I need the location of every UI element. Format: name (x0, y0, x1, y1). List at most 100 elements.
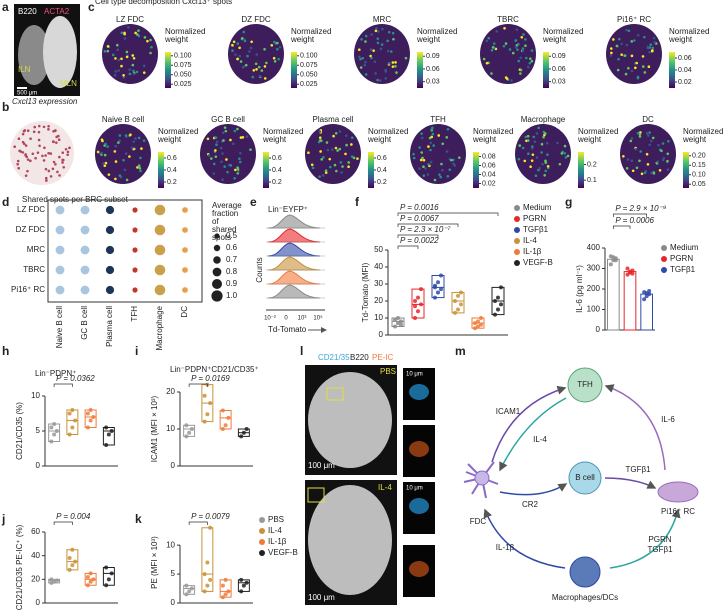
tissue-spot (252, 69, 256, 72)
tissue-spot (620, 42, 623, 46)
panel-letter: g (565, 195, 572, 209)
colorbar-tick-label: 0.2 (167, 179, 177, 186)
y-tick-label: 10 (374, 313, 383, 322)
tissue-spot (534, 174, 538, 178)
tissue-spot (441, 168, 444, 172)
dot (132, 247, 138, 253)
tissue-spot (37, 138, 41, 142)
tissue-spot (236, 168, 240, 171)
tissue-spot (31, 152, 35, 156)
colorbar-label: Normalized weight (682, 127, 723, 144)
tissue-spot (215, 140, 219, 143)
data-point (433, 295, 437, 300)
tissue-spot (518, 144, 522, 147)
tissue-spot (540, 142, 544, 146)
data-point (104, 583, 109, 588)
tissue-spot (643, 35, 646, 39)
data-point (49, 425, 54, 430)
histogram (267, 284, 321, 299)
tissue-spot (49, 175, 53, 178)
tissue-spot (250, 40, 253, 44)
colorbar-tick-label: 0.05 (692, 181, 706, 188)
tissue-spot (358, 55, 361, 59)
tissue-spot (55, 141, 58, 144)
legend-label: IL-1β (523, 247, 542, 256)
p-value: P = 0.0169 (191, 374, 230, 383)
dot (132, 287, 138, 293)
tissue-spot (424, 167, 427, 170)
tissue-spot (635, 166, 639, 170)
histogram (267, 228, 321, 243)
histogram (267, 242, 321, 257)
tissue-spot (544, 169, 548, 173)
tissue-spot (265, 61, 268, 65)
tissue-spot (139, 169, 142, 173)
box (201, 527, 214, 592)
tissue-spot (636, 76, 640, 80)
legend-marker (259, 528, 265, 534)
tissue-spot (24, 174, 28, 177)
legend-label: Medium (670, 243, 699, 252)
data-point (67, 411, 72, 416)
tissue-spot (431, 132, 435, 136)
box (411, 288, 425, 319)
tissue-spot (340, 171, 343, 174)
colorbar-label: Average fraction of shared spots (212, 201, 244, 242)
tissue-spot (127, 25, 130, 29)
y-axis-label: CD21/CD35 (%) (15, 402, 24, 460)
data-point (416, 295, 420, 300)
colorbar (417, 52, 423, 88)
tissue-spot (62, 158, 65, 162)
tissue-spot (531, 153, 535, 156)
box (102, 567, 115, 586)
tissue-spot (537, 126, 540, 130)
tissue-spot (646, 45, 649, 49)
tissue-spot (487, 36, 491, 40)
colorbar-tick-label: 0.02 (482, 180, 496, 187)
tissue-spot (344, 152, 347, 156)
tissue-spot (321, 174, 325, 177)
y-axis-label: Td-Tomato (MFI) (361, 262, 370, 322)
data-point (104, 425, 109, 430)
tissue-spot (118, 139, 121, 142)
data-point (67, 567, 72, 572)
tissue-spot (651, 49, 654, 52)
tissue-spot (638, 135, 642, 138)
tissue-spot (517, 59, 521, 63)
data-point (70, 547, 75, 552)
box (431, 275, 445, 299)
data-point (91, 577, 96, 582)
tissue-spot (556, 141, 559, 145)
tissue-spot (232, 40, 236, 44)
tissue-spot (517, 157, 521, 161)
histogram (267, 270, 321, 285)
tissue-spot (523, 159, 527, 163)
y-tick-label: 10 (166, 424, 175, 433)
plot-title: Lin⁻PDPN⁺CD21/CD35⁺ (170, 365, 259, 374)
edge-label: CR2 (522, 500, 539, 509)
arrow (483, 508, 566, 569)
tissue-spot (318, 175, 321, 178)
column-label: TFH (130, 306, 139, 322)
tissue-spot (146, 39, 149, 43)
tissue-spot (132, 56, 136, 60)
data-point (88, 571, 93, 576)
y-tick-label: 40 (31, 551, 40, 560)
tissue-spot (439, 175, 443, 179)
y-tick-label: 300 (587, 264, 601, 273)
colorbar (158, 152, 164, 188)
tissue-spot (106, 49, 110, 53)
tissue-spot (516, 48, 519, 51)
tissue-spot (535, 156, 539, 159)
tissue-spot (54, 162, 57, 166)
tissue-spot (206, 137, 210, 141)
dot (80, 205, 90, 215)
significance-bracket (188, 521, 208, 525)
row-label: TBRC (23, 265, 45, 274)
dot (182, 267, 188, 273)
box (219, 410, 232, 430)
tissue-spot (630, 54, 634, 58)
tissue-spot (522, 33, 525, 36)
tissue-spot (219, 146, 223, 150)
legend-marker (259, 517, 265, 523)
